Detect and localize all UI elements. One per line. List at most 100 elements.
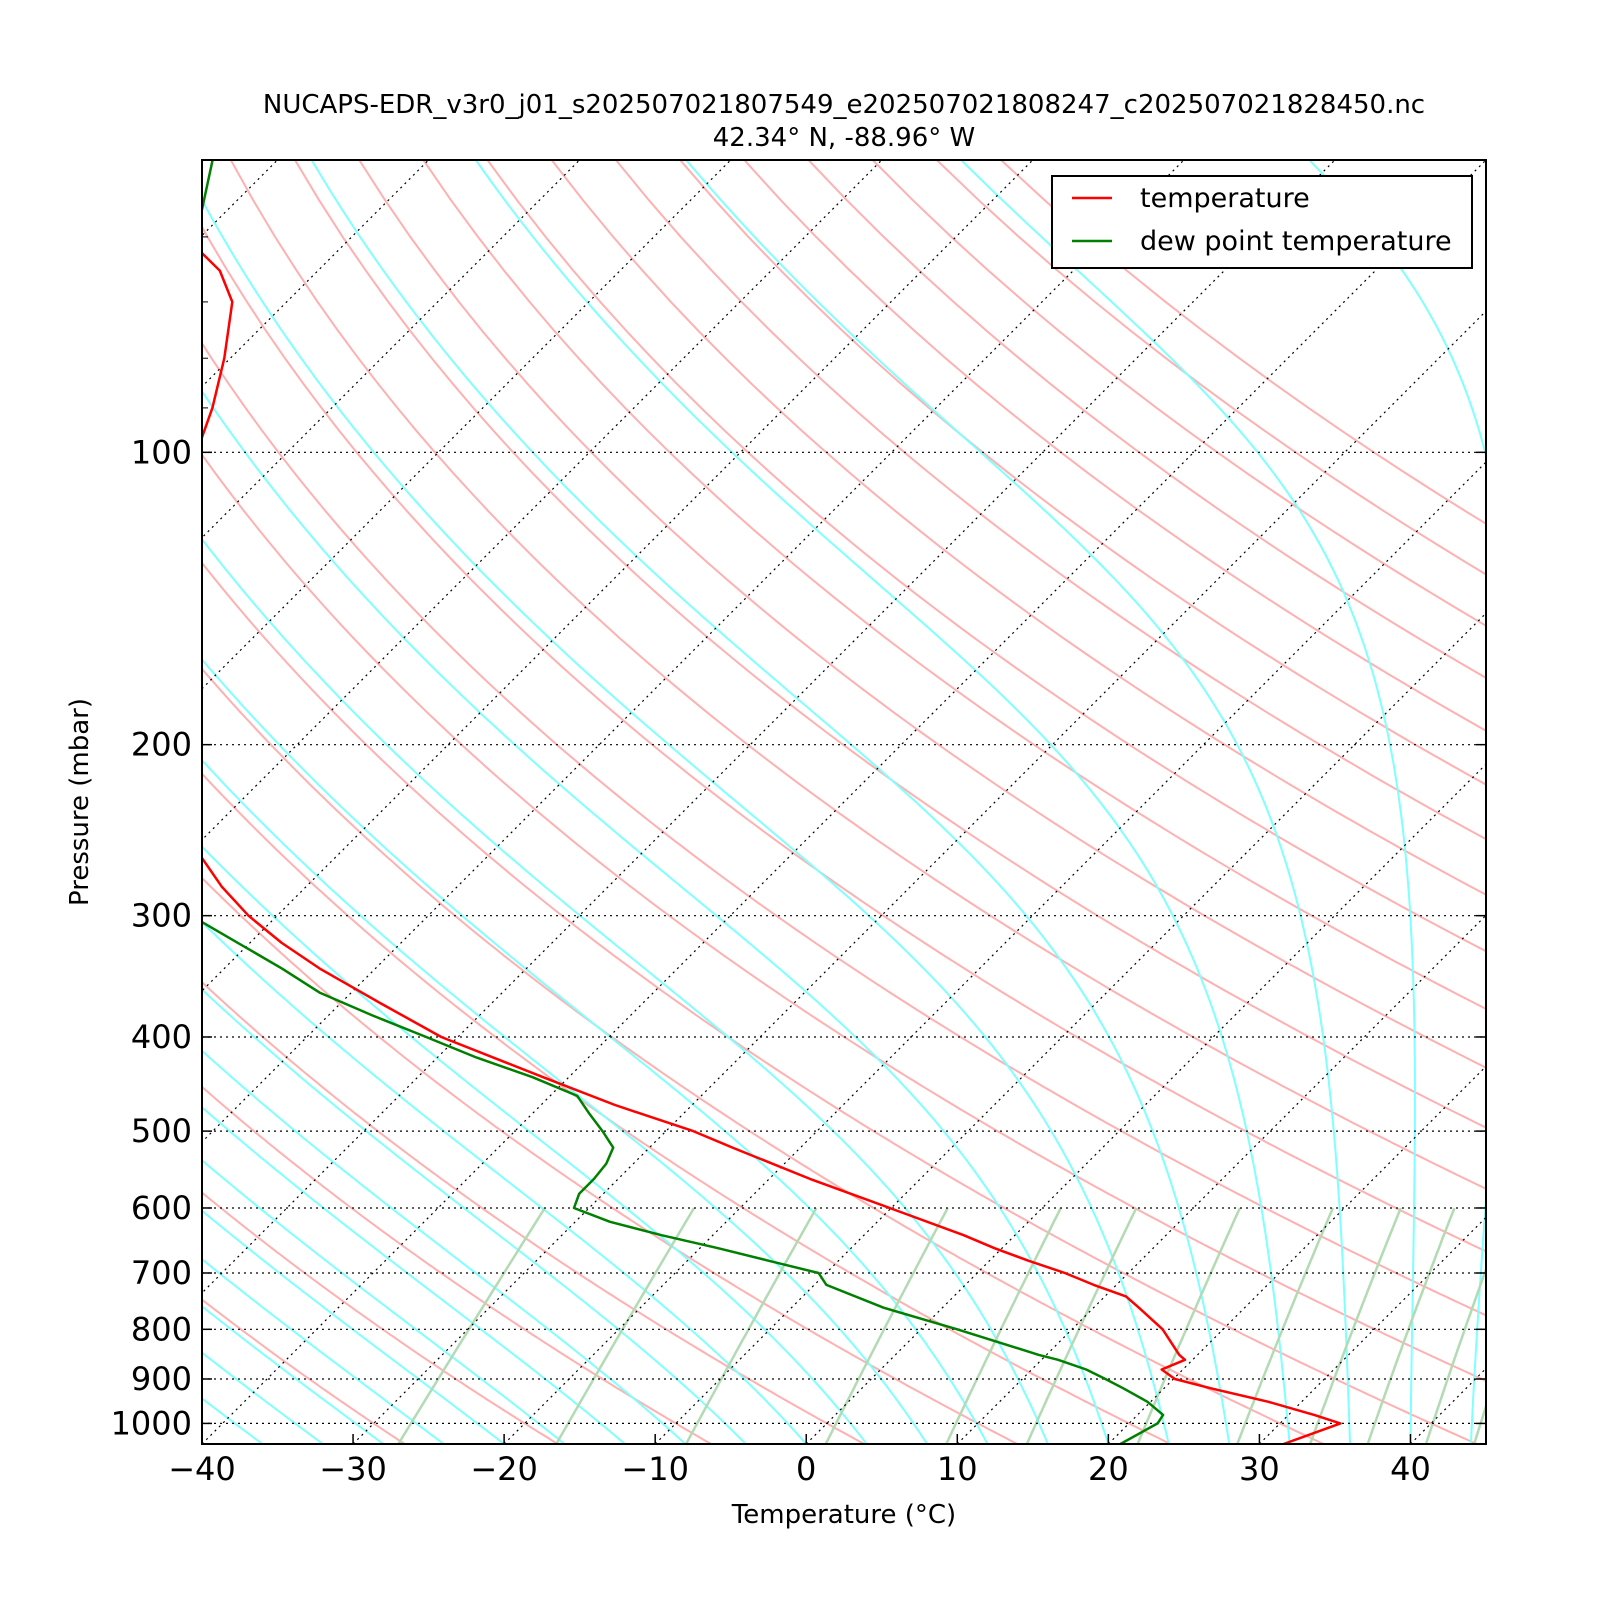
mixing-ratio-line xyxy=(1025,1207,1138,1444)
moist-adiabat xyxy=(202,1049,687,1444)
plot-frame xyxy=(201,159,1487,1445)
dewpoint-line xyxy=(202,160,1165,1444)
moist-adiabat xyxy=(1308,160,1486,1444)
isotherm-gridline xyxy=(202,160,581,539)
mixing-ratio-line xyxy=(555,1207,696,1444)
dry-adiabat xyxy=(202,876,1018,1444)
moist-adiabat xyxy=(685,160,1351,1444)
moist-adiabat xyxy=(202,1159,566,1444)
x-tick-label: 30 xyxy=(1239,1450,1280,1488)
dry-adiabat xyxy=(807,160,1486,680)
moist-adiabat xyxy=(202,1351,324,1444)
y-tick-label: 100 xyxy=(131,433,192,471)
isotherm-gridline xyxy=(202,160,1185,1143)
x-tick-label: 20 xyxy=(1088,1450,1129,1488)
isotherm-gridline xyxy=(1107,1065,1486,1444)
isotherm-gridline xyxy=(805,763,1486,1444)
temperature-line xyxy=(202,251,1342,1444)
y-tick-label: 600 xyxy=(131,1189,192,1227)
dry-adiabat xyxy=(615,160,1486,841)
moist-adiabat xyxy=(202,537,1049,1444)
axis-ticks: −40 −30 −20 −10 0 10 20 30 40 100 200 300 400 500 600 7… xyxy=(111,236,1486,1488)
y-axis-label: Pressure (mbar) xyxy=(65,698,95,906)
x-tick-label: 10 xyxy=(937,1450,978,1488)
dry-adiabat xyxy=(202,1298,406,1444)
moist-adiabat xyxy=(202,1257,445,1444)
dry-adiabat xyxy=(550,160,1486,896)
dry-adiabat xyxy=(229,160,1486,1190)
x-tick-label: −10 xyxy=(621,1450,689,1488)
x-tick-label: −30 xyxy=(319,1450,387,1488)
isotherm-gridline xyxy=(0,160,127,1444)
isotherm-gridline xyxy=(202,160,883,841)
moist-adiabat xyxy=(474,160,1291,1444)
isotherm-gridline xyxy=(1258,1216,1486,1444)
x-tick-label: −20 xyxy=(470,1450,538,1488)
isotherm-gridline xyxy=(503,461,1486,1444)
dry-adiabat xyxy=(202,772,1171,1444)
mixing-ratio-line xyxy=(1136,1207,1242,1444)
mixing-ratio-line xyxy=(1424,1265,1486,1444)
mixing-ratio-line xyxy=(1473,1402,1486,1444)
grid-lines xyxy=(0,160,1486,1444)
moist-adiabat xyxy=(202,988,747,1444)
mixing-ratio-line xyxy=(1236,1207,1335,1444)
moist-adiabat xyxy=(202,389,1110,1444)
background-lines xyxy=(202,160,1600,1444)
dry-adiabat xyxy=(202,667,1325,1444)
dry-adiabat xyxy=(1000,160,1486,525)
y-tick-label: 400 xyxy=(131,1018,192,1056)
moist-adiabat xyxy=(202,658,989,1444)
isotherm-gridline xyxy=(352,310,1486,1444)
x-tick-label: 0 xyxy=(796,1450,816,1488)
x-tick-label: 40 xyxy=(1390,1450,1431,1488)
y-tick-label: 300 xyxy=(131,897,192,935)
moist-adiabat xyxy=(310,160,1231,1444)
dry-adiabat xyxy=(871,160,1486,627)
y-tick-label: 1000 xyxy=(111,1404,192,1442)
moist-adiabat xyxy=(202,758,928,1444)
isotherm-gridline xyxy=(202,160,1336,1294)
y-tick-label: 900 xyxy=(131,1360,192,1398)
isotherm-gridline xyxy=(202,160,1486,1444)
moist-adiabat xyxy=(960,160,1416,1444)
y-tick-label: 700 xyxy=(131,1254,192,1292)
y-tick-label: 800 xyxy=(131,1310,192,1348)
moist-adiabat xyxy=(202,845,868,1444)
moist-adiabat xyxy=(202,920,807,1444)
dry-adiabat xyxy=(743,160,1486,732)
dry-adiabat xyxy=(358,160,1486,1069)
dry-adiabat xyxy=(202,453,1486,1382)
chart-title-line1: NUCAPS-EDR_v3r0_j01_s202507021807549_e20… xyxy=(263,90,1425,120)
dry-adiabat xyxy=(202,1085,712,1444)
mixing-ratio-line xyxy=(824,1207,949,1444)
series-lines xyxy=(202,160,1342,1444)
legend-label-dewpoint: dew point temperature xyxy=(1140,226,1452,257)
dry-adiabat xyxy=(486,160,1486,953)
moist-adiabat xyxy=(202,1397,263,1444)
dry-adiabat xyxy=(679,160,1486,786)
mixing-ratio-line xyxy=(685,1207,818,1444)
legend-label-temperature: temperature xyxy=(1140,183,1310,214)
chart-title-line2: 42.34° N, -88.96° W xyxy=(713,123,975,153)
legend: temperature dew point temperature xyxy=(1051,175,1473,269)
mixing-ratio-line xyxy=(1366,1207,1456,1444)
moist-adiabat xyxy=(202,1105,626,1444)
x-axis-label: Temperature (°C) xyxy=(731,1500,956,1530)
isotherm-gridline xyxy=(202,160,732,690)
x-tick-label: −40 xyxy=(168,1450,236,1488)
moist-adiabat xyxy=(202,1305,384,1444)
mixing-ratio-line xyxy=(1582,1208,1600,1444)
mixing-ratio-line xyxy=(397,1207,546,1444)
moist-adiabat xyxy=(202,1209,505,1444)
mixing-ratio-line xyxy=(1534,1208,1600,1444)
mixing-ratio-line xyxy=(1308,1207,1402,1444)
y-tick-label: 200 xyxy=(131,726,192,764)
dry-adiabat xyxy=(202,561,1478,1444)
isotherm-gridline xyxy=(202,160,1034,992)
isotherm-gridline xyxy=(202,160,430,388)
dry-adiabat xyxy=(422,160,1486,1011)
dry-adiabat xyxy=(202,341,1486,1317)
y-tick-label: 500 xyxy=(131,1112,192,1150)
